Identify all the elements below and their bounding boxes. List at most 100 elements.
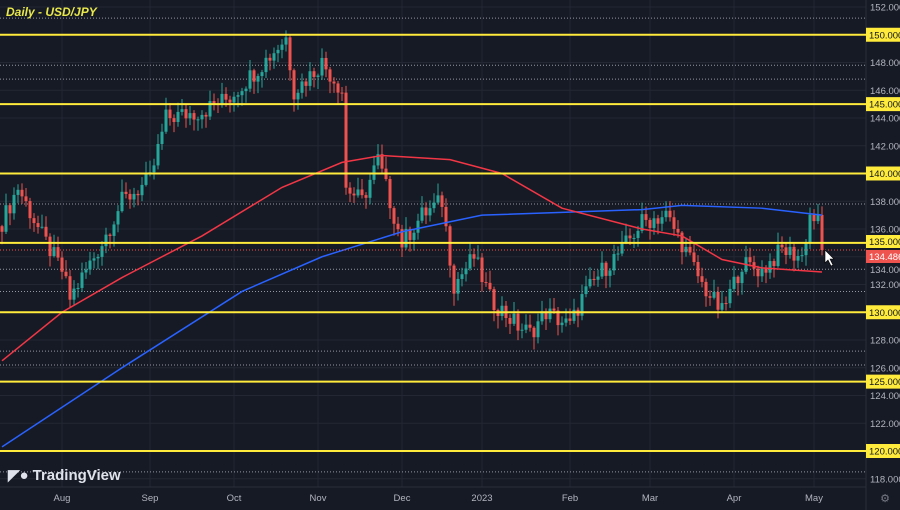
candle-body xyxy=(528,324,532,328)
candle-body xyxy=(232,96,236,103)
price-tick: 144.000 xyxy=(870,114,900,125)
candle-body xyxy=(632,237,636,239)
candle-body xyxy=(420,207,424,221)
candle-body xyxy=(544,311,548,320)
candle-body xyxy=(432,202,436,209)
candle-body xyxy=(84,269,88,273)
candle-body xyxy=(16,189,20,195)
candle-body xyxy=(732,276,736,289)
candle-body xyxy=(588,278,592,287)
candle-body xyxy=(200,114,204,120)
candle-body xyxy=(364,195,368,198)
candle-body xyxy=(660,217,664,224)
candle-body xyxy=(816,214,820,222)
candle-body xyxy=(332,81,336,84)
candle-body xyxy=(24,196,28,202)
time-tick: Sep xyxy=(142,493,159,504)
candle-body xyxy=(348,187,352,194)
candle-body xyxy=(240,91,244,96)
candle-body xyxy=(776,244,780,267)
candle-body xyxy=(484,282,488,284)
candle-body xyxy=(380,154,384,169)
candle-body xyxy=(312,71,316,77)
candle-body xyxy=(812,214,816,222)
time-tick: May xyxy=(805,493,823,504)
last-price-label: 134.486 xyxy=(869,252,900,263)
candle-body xyxy=(664,210,668,218)
candle-body xyxy=(728,288,732,304)
candle-body xyxy=(336,83,340,93)
candle-body xyxy=(404,228,408,248)
candle-body xyxy=(448,226,452,266)
candle-body xyxy=(48,236,52,257)
candle-body xyxy=(624,235,628,243)
moving-average-blue xyxy=(1,204,823,448)
candle-body xyxy=(612,254,616,271)
candle-body xyxy=(92,258,96,261)
candle-body xyxy=(36,223,40,228)
candle-body xyxy=(120,191,124,212)
candle-body xyxy=(152,165,156,173)
level-label: 130.000 xyxy=(869,308,900,319)
candle-body xyxy=(540,311,544,322)
candle-body xyxy=(532,327,536,338)
price-tick: 146.000 xyxy=(870,86,900,97)
candle-body xyxy=(208,101,212,117)
candle-body xyxy=(740,271,744,284)
candle-body xyxy=(408,228,412,240)
candle-body xyxy=(88,260,92,270)
candle-body xyxy=(164,109,168,132)
candle-body xyxy=(712,291,716,298)
candle-body xyxy=(652,218,656,228)
settings-gear-icon: ⚙ xyxy=(880,493,890,505)
candle-body xyxy=(292,70,296,100)
candle-body xyxy=(116,211,120,225)
price-tick: 148.000 xyxy=(870,58,900,69)
candle-body xyxy=(552,308,556,311)
candle-body xyxy=(212,101,216,105)
candle-body xyxy=(360,189,364,196)
candle-body xyxy=(536,321,540,338)
candle-body xyxy=(808,214,812,243)
candle-body xyxy=(780,244,784,248)
candle-body xyxy=(516,313,520,331)
candle-body xyxy=(52,247,56,257)
price-tick: 124.000 xyxy=(870,391,900,402)
candle-body xyxy=(12,194,16,214)
candle-body xyxy=(128,193,132,200)
candle-body xyxy=(648,219,652,228)
candle-body xyxy=(684,246,688,253)
candle-body xyxy=(8,205,12,214)
candle-body xyxy=(792,246,796,261)
candle-body xyxy=(100,246,104,257)
candle-body xyxy=(548,308,552,320)
candle-body xyxy=(604,262,608,276)
candle-body xyxy=(192,113,196,120)
candle-body xyxy=(136,193,140,196)
level-label: 140.000 xyxy=(869,169,900,180)
price-tick: 152.000 xyxy=(870,3,900,14)
price-tick: 138.000 xyxy=(870,197,900,208)
time-tick: Apr xyxy=(727,493,742,504)
candle-body xyxy=(672,217,676,229)
candle-body xyxy=(184,109,188,119)
last-price-label-bg xyxy=(866,250,900,263)
candle-body xyxy=(772,261,776,267)
candle-body xyxy=(568,318,572,321)
price-tick: 118.000 xyxy=(870,474,900,485)
tv-logo-icon: ◤● xyxy=(8,467,29,484)
candle-body xyxy=(764,268,768,273)
candle-body xyxy=(356,189,360,196)
candle-body xyxy=(600,262,604,277)
candle-body xyxy=(468,254,472,269)
candle-body xyxy=(804,242,808,256)
candle-body xyxy=(560,322,564,326)
candle-body xyxy=(708,296,712,298)
candle-body xyxy=(476,257,480,259)
price-tick: 128.000 xyxy=(870,336,900,347)
candle-body xyxy=(264,57,268,73)
candle-body xyxy=(416,220,420,233)
time-tick: Nov xyxy=(310,493,327,504)
